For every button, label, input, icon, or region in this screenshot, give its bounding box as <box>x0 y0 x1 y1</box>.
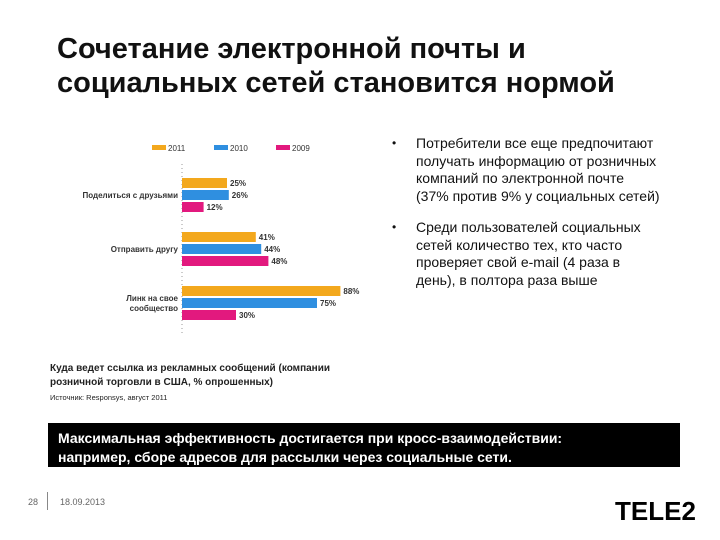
tele2-logo-text: TELE2 <box>615 496 695 524</box>
bar <box>182 256 269 266</box>
bullet-text: Потребители все еще предпочитают получат… <box>416 135 660 204</box>
legend-swatch <box>214 145 228 150</box>
tele2-logo: TELE2 <box>615 496 695 524</box>
bar <box>182 232 256 242</box>
bar <box>182 244 262 254</box>
data-label: 25% <box>230 179 246 188</box>
data-label: 44% <box>264 245 280 254</box>
category-label: Линк на свое <box>126 294 178 303</box>
conclusion-banner: Максимальная эффективность достигается п… <box>48 423 680 467</box>
bullet-text: Среди пользователей социальных сетей кол… <box>416 219 641 288</box>
legend-label: 2010 <box>230 144 248 153</box>
bar <box>182 202 204 212</box>
footer-date: 18.09.2013 <box>60 497 106 507</box>
bar <box>182 286 341 296</box>
slide-title-line-2: социальных сетей становится нормой <box>57 67 615 99</box>
data-label: 75% <box>320 299 336 308</box>
bullet-dot: • <box>392 136 397 150</box>
bar-chart: 2011 2010 2009 Поделиться с друзьями 25% 26% 1… <box>82 144 359 334</box>
footer-divider <box>47 492 48 510</box>
legend-label: 2011 <box>168 144 186 153</box>
data-label: 41% <box>259 233 275 242</box>
legend-swatch <box>152 145 166 150</box>
category-label: сообщество <box>130 304 178 313</box>
bar <box>182 178 227 188</box>
bullet-list: • Потребители все еще предпочитают получ… <box>392 135 660 303</box>
slide-title-line-1: Сочетание электронной почты и <box>57 33 526 65</box>
data-label: 88% <box>343 287 359 296</box>
data-label: 30% <box>239 311 255 320</box>
category-label: Поделиться с друзьями <box>82 191 178 200</box>
bar <box>182 310 236 320</box>
data-label: 26% <box>232 191 248 200</box>
bar <box>182 190 229 200</box>
bar <box>182 298 317 308</box>
category-label: Отправить другу <box>111 245 179 254</box>
slide-title: Сочетание электронной почты и социальных… <box>57 32 697 100</box>
bullet-item: • Среди пользователей социальных сетей к… <box>392 219 660 289</box>
chart-caption: Куда ведет ссылка из рекламных сообщений… <box>50 363 330 388</box>
legend-label: 2009 <box>292 144 310 153</box>
banner-line-1: Максимальная эффективность достигается п… <box>58 430 563 446</box>
bullet-item: • Потребители все еще предпочитают получ… <box>392 135 660 205</box>
legend-swatch <box>276 145 290 150</box>
data-label: 12% <box>207 203 223 212</box>
data-label: 48% <box>271 257 287 266</box>
source-note: Источник: Responsys, август 2011 <box>50 393 168 402</box>
bullet-dot: • <box>392 220 397 234</box>
page-number: 28 <box>28 497 39 507</box>
banner-line-2: например, сборе адресов для рассылки чер… <box>58 449 512 465</box>
